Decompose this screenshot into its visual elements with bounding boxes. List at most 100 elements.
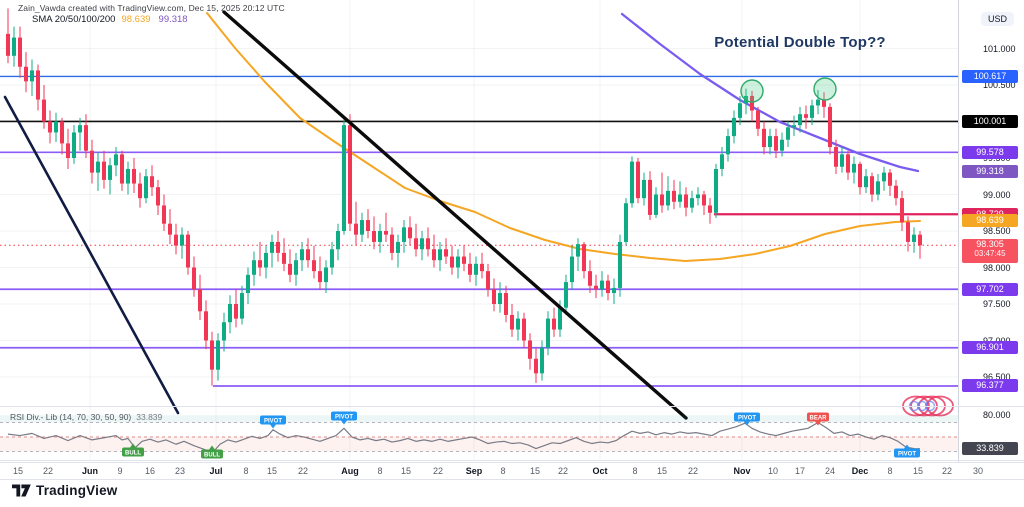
current-price-badge[interactable]: 98.305 03:47:45: [962, 238, 1018, 263]
candle-body: [696, 194, 700, 199]
candle-body: [774, 136, 778, 151]
candle-body: [900, 198, 904, 223]
candle-body: [306, 249, 310, 261]
candle-body: [840, 154, 844, 167]
candle-body: [906, 222, 910, 242]
rsi-marker-bull[interactable]: BULL: [201, 445, 223, 459]
candle-body: [480, 263, 484, 272]
rsi-legend-value: 33.839: [136, 412, 163, 422]
candle-body: [36, 70, 40, 100]
price-level-badge[interactable]: 98.639: [962, 214, 1018, 228]
candle-body: [282, 252, 286, 264]
tradingview-logo[interactable]: TradingView: [12, 483, 117, 498]
candle-body: [882, 172, 886, 182]
candle-body: [258, 260, 262, 268]
price-axis[interactable]: USD 101.000100.50099.50099.00098.50098.0…: [958, 0, 1024, 478]
candle-body: [246, 274, 250, 294]
candle-body: [48, 121, 52, 133]
date-axis-label: 22: [42, 466, 54, 476]
candle-body: [852, 163, 856, 173]
candle-body: [444, 249, 448, 257]
candle-body: [582, 244, 586, 272]
date-axis-label: 22: [297, 466, 309, 476]
candle-body: [762, 128, 766, 148]
credit-watermark: Zain_Vawda created with TradingView.com,…: [18, 3, 285, 13]
candle-body: [186, 234, 190, 268]
candle-body: [702, 194, 706, 206]
candle-body: [756, 110, 760, 129]
price-level-badge[interactable]: 99.318: [962, 164, 1018, 178]
candle-body: [198, 289, 202, 312]
candle-body: [438, 249, 442, 261]
candle-body: [810, 105, 814, 118]
candle-body: [42, 99, 46, 122]
candle-body: [606, 280, 610, 294]
candle-body: [66, 143, 70, 158]
candle-body: [642, 179, 646, 199]
tradingview-logo-icon: [12, 484, 31, 497]
candle-body: [180, 234, 184, 246]
candle-body: [552, 318, 556, 330]
rsi-axis-label: 80.000: [983, 410, 1011, 421]
candle-body: [108, 165, 112, 180]
price-level-badge[interactable]: 97.702: [962, 282, 1018, 296]
candle-body: [126, 168, 130, 184]
price-level-badge[interactable]: 99.578: [962, 145, 1018, 159]
candle-body: [726, 136, 730, 155]
date-axis-label: 23: [174, 466, 186, 476]
currency-button[interactable]: USD: [981, 12, 1015, 26]
date-axis-month-label: Dec: [851, 466, 869, 476]
candle-body: [222, 322, 226, 341]
candle-body: [570, 256, 574, 283]
rsi-value-badge[interactable]: 33.839: [962, 442, 1018, 456]
rsi-marker-pivot[interactable]: PIVOT: [734, 412, 760, 426]
candle-body: [780, 139, 784, 151]
rsi-marker-pivot[interactable]: PIVOT: [331, 411, 357, 425]
date-axis-label: 15: [912, 466, 924, 476]
rsi-marker-pivot[interactable]: PIVOT: [894, 444, 920, 458]
candle-body: [204, 311, 208, 341]
candle-body: [120, 154, 124, 184]
current-price-value: 98.305: [976, 238, 1004, 249]
pane-separator[interactable]: [0, 460, 1024, 461]
rsi-marker-bear[interactable]: BEAR: [807, 412, 829, 426]
date-axis-label: 15: [656, 466, 668, 476]
pane-separator[interactable]: [0, 406, 1024, 407]
price-level-badge[interactable]: 100.617: [962, 69, 1018, 83]
candle-body: [816, 99, 820, 106]
price-axis-label: 100.500: [983, 80, 1016, 90]
date-axis-label: 24: [824, 466, 836, 476]
candle-body: [864, 176, 868, 188]
candle-body: [270, 241, 274, 253]
candle-body: [24, 66, 28, 82]
price-level-badge[interactable]: 100.001: [962, 114, 1018, 128]
sma-purple-line: [620, 12, 920, 173]
chart-canvas[interactable]: BULL BULL PIVOT PIVOT PIVOT BEAR PIVOT: [0, 0, 1024, 462]
price-axis-label: 101.000: [983, 43, 1016, 54]
left-channel-line: [3, 95, 180, 415]
double-top-circle[interactable]: [740, 79, 764, 103]
rsi-marker-bull[interactable]: BULL: [122, 443, 144, 457]
candle-body: [750, 95, 754, 111]
svg-text:BULL: BULL: [125, 450, 141, 456]
price-axis-label: 96.500: [983, 372, 1011, 382]
candle-body: [228, 304, 232, 323]
candle-body: [804, 114, 808, 118]
double-top-circle[interactable]: [813, 77, 837, 101]
date-axis[interactable]: 15 22 Jun 9 16 23 Jul 8 15 22 Aug 8 15 22 Sep 8 15 22 Oct 8…: [0, 462, 1024, 480]
candle-body: [870, 176, 874, 195]
date-axis-label: 9: [117, 466, 123, 476]
rsi-marker-pivot[interactable]: PIVOT: [260, 415, 286, 429]
candle-body: [72, 132, 76, 158]
candle-body: [342, 125, 346, 231]
rsi-legend[interactable]: RSI Div.- Lib (14, 70, 30, 50, 90) 33.839: [10, 412, 162, 422]
rsi-line: [7, 421, 921, 453]
sma-legend[interactable]: SMA 20/50/100/200 98.639 99.318: [32, 14, 188, 25]
candle-body: [822, 99, 826, 107]
candle-body: [828, 106, 832, 148]
price-level-badge[interactable]: 96.901: [962, 341, 1018, 355]
candle-body: [366, 220, 370, 231]
candle-body: [390, 234, 394, 253]
price-level-badge[interactable]: 96.377: [962, 379, 1018, 393]
candle-body: [654, 194, 658, 215]
